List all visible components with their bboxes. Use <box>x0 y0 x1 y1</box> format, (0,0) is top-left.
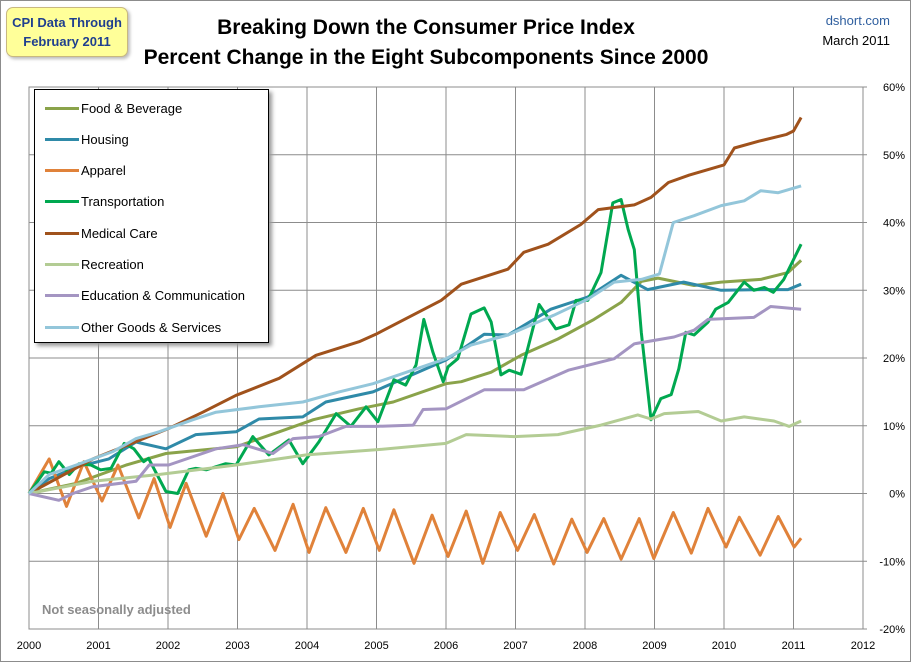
legend-swatch <box>45 169 79 173</box>
y-tick-label: 10% <box>883 421 905 433</box>
x-tick-label: 2000 <box>17 640 41 652</box>
data-through-badge: CPI Data Through February 2011 <box>6 7 128 57</box>
series-line-transportation <box>27 198 803 495</box>
chart-title-block: Breaking Down the Consumer Price Index P… <box>131 13 721 73</box>
legend-item: Recreation <box>45 255 144 275</box>
source-site: dshort.com <box>825 13 890 28</box>
legend-item: Apparel <box>45 161 126 181</box>
y-tick-label: 50% <box>883 150 905 162</box>
x-tick-label: 2007 <box>503 640 527 652</box>
chart-subtitle: Percent Change in the Eight Subcomponent… <box>143 46 709 69</box>
chart-title: Breaking Down the Consumer Price Index <box>217 16 635 39</box>
x-tick-label: 2012 <box>851 640 875 652</box>
series-line-education-communication <box>28 305 802 502</box>
seasonal-adjustment-note: Not seasonally adjusted <box>42 602 191 617</box>
series-line-medical-care <box>28 116 803 495</box>
legend-swatch <box>45 294 79 298</box>
legend-label: Housing <box>81 131 129 147</box>
y-tick-label: -20% <box>879 624 905 636</box>
legend-label: Food & Beverage <box>81 100 183 116</box>
y-tick-label: 30% <box>883 285 905 297</box>
series-line-apparel <box>27 457 803 566</box>
badge-line-1: CPI Data Through <box>12 15 122 30</box>
source-date: March 2011 <box>822 33 890 48</box>
y-tick-label: 60% <box>883 82 905 94</box>
y-tick-label: -10% <box>879 556 905 568</box>
legend-item: Transportation <box>45 192 164 212</box>
y-tick-label: 20% <box>883 353 905 365</box>
legend-item: Education & Communication <box>45 286 245 306</box>
y-tick-label: 40% <box>883 218 905 230</box>
x-tick-label: 2003 <box>225 640 249 652</box>
legend-item: Housing <box>45 129 129 149</box>
legend-swatch <box>45 231 79 235</box>
legend-label: Transportation <box>81 194 165 210</box>
plot-area <box>28 86 864 630</box>
legend-swatch <box>45 137 79 141</box>
source-block: dshort.com March 2011 <box>822 11 890 51</box>
legend-label: Education & Communication <box>81 288 246 304</box>
x-tick-label: 2010 <box>712 640 736 652</box>
legend-label: Other Goods & Services <box>81 319 222 335</box>
legend-label: Recreation <box>81 257 144 272</box>
legend-label: Medical Care <box>81 225 158 241</box>
legend-item: Food & Beverage <box>45 98 182 118</box>
series-line-other-goods-services <box>27 184 802 495</box>
x-tick-label: 2004 <box>295 640 319 652</box>
x-tick-label: 2006 <box>434 640 458 652</box>
x-tick-label: 2001 <box>86 640 110 652</box>
legend-label: Apparel <box>81 163 126 179</box>
legend-swatch <box>45 106 79 110</box>
y-tick-label: 0% <box>889 489 905 501</box>
series-line-recreation <box>28 410 802 495</box>
legend-swatch <box>45 325 79 329</box>
legend-swatch <box>45 200 79 204</box>
legend: Food & Beverage Housing Apparel Transportat… <box>34 89 269 343</box>
badge-line-2: February 2011 <box>23 34 111 49</box>
x-tick-label: 2002 <box>156 640 180 652</box>
legend-swatch <box>45 263 79 266</box>
legend-item: Medical Care <box>45 223 158 243</box>
x-tick-label: 2011 <box>782 640 806 652</box>
legend-item: Other Goods & Services <box>45 317 221 337</box>
x-tick-label: 2005 <box>364 640 388 652</box>
x-tick-label: 2009 <box>642 640 666 652</box>
x-tick-label: 2008 <box>573 640 597 652</box>
